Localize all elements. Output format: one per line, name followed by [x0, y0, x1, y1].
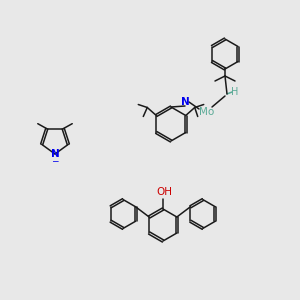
Text: −: −: [51, 157, 59, 166]
Text: Mo: Mo: [200, 107, 214, 117]
Text: N: N: [51, 149, 59, 159]
Text: N: N: [181, 97, 189, 107]
Text: OH: OH: [156, 187, 172, 197]
Text: H: H: [231, 87, 239, 97]
